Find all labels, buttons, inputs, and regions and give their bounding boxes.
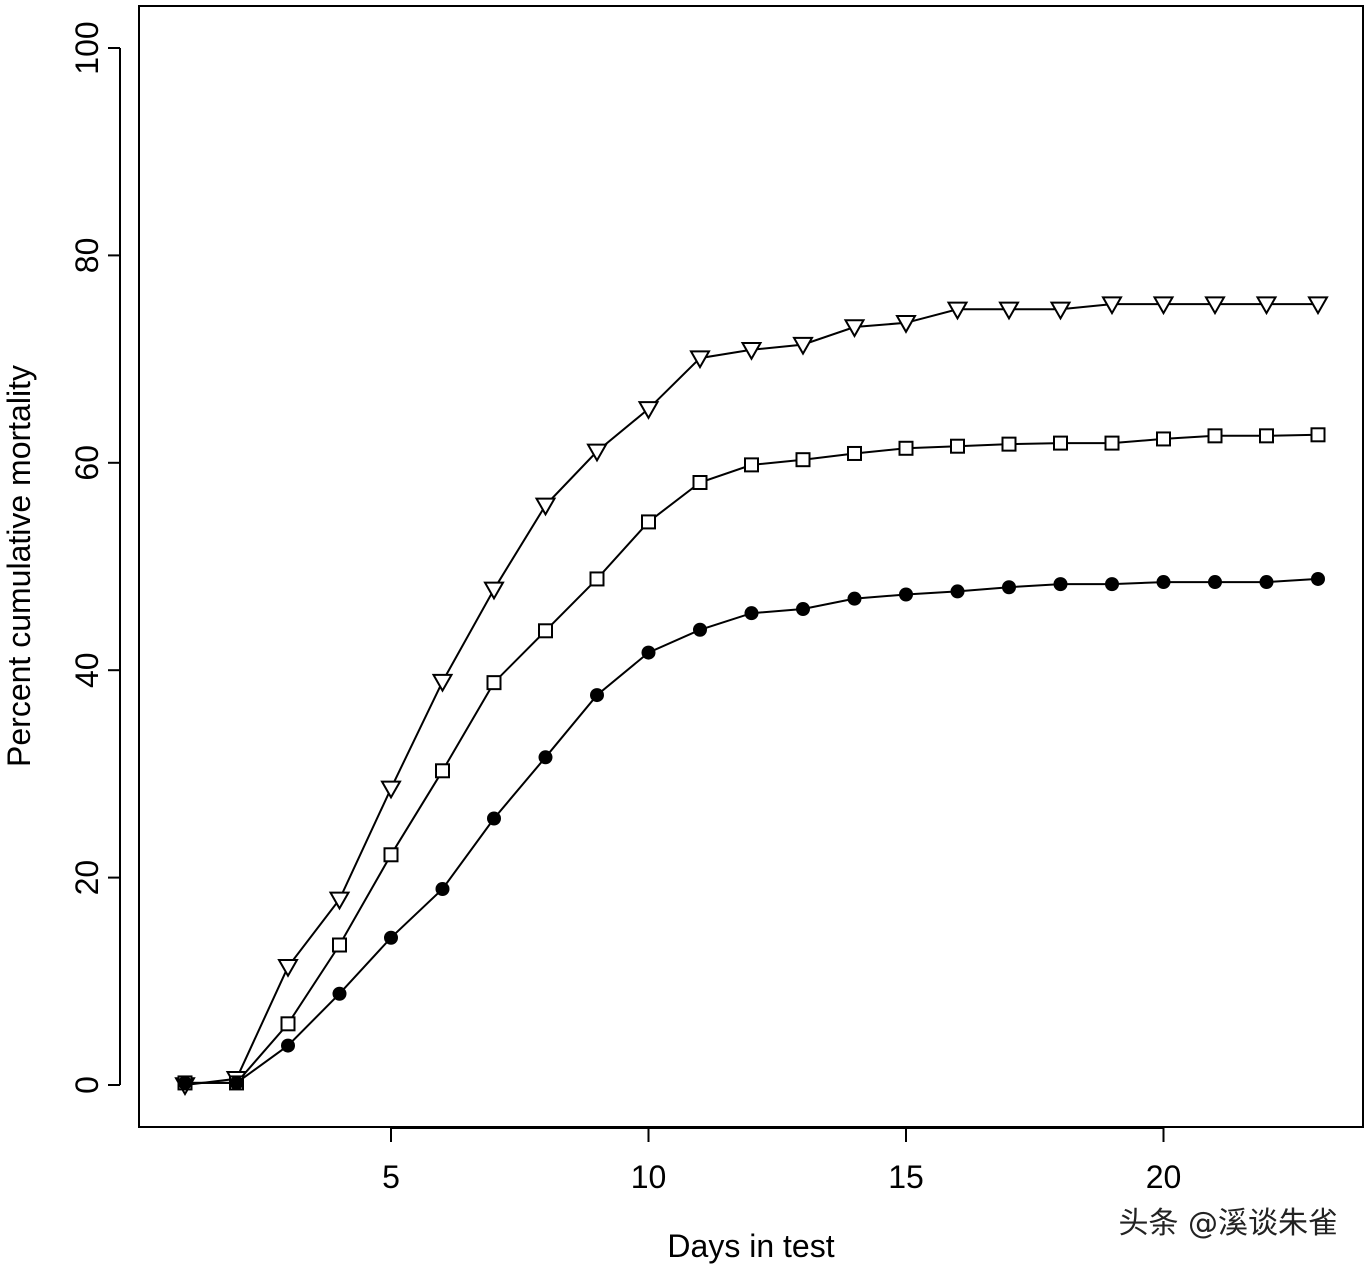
data-point-circle-filled <box>281 1038 295 1053</box>
data-point-square-open <box>1259 428 1274 444</box>
data-point-square-open <box>589 571 605 587</box>
series-line-triangle-down-open <box>184 303 1318 1086</box>
data-point-triangle-down-open <box>534 497 557 517</box>
data-point-square-open <box>898 440 914 456</box>
data-point-square-open <box>332 937 347 953</box>
data-point-square-open <box>1053 435 1068 451</box>
y-tick-label: 80 <box>69 238 105 274</box>
data-point-circle-filled <box>1053 577 1068 592</box>
data-point-triangle-down-open <box>946 301 969 321</box>
data-point-triangle-down-open <box>1152 296 1175 316</box>
data-point-circle-filled <box>178 1075 192 1090</box>
x-tick-label: 20 <box>1146 1159 1182 1195</box>
data-point-circle-filled <box>693 622 707 637</box>
data-point-square-open <box>435 763 450 779</box>
series-triangle-down-open <box>174 296 1329 1097</box>
series-layer <box>174 296 1329 1097</box>
data-point-triangle-down-open <box>586 443 608 463</box>
data-point-triangle-down-open <box>1307 296 1329 316</box>
data-point-triangle-down-open <box>431 673 454 693</box>
data-point-triangle-down-open <box>277 959 299 978</box>
y-tick-label: 60 <box>69 445 105 481</box>
data-point-circle-filled <box>1156 575 1171 590</box>
data-point-circle-filled <box>899 587 913 602</box>
data-point-circle-filled <box>847 591 862 606</box>
data-point-circle-filled <box>950 584 965 599</box>
data-point-circle-filled <box>1105 577 1119 592</box>
x-tick-label: 5 <box>382 1159 400 1195</box>
y-tick-label: 40 <box>69 652 105 688</box>
data-point-square-open <box>1207 428 1223 444</box>
data-point-triangle-down-open <box>380 780 402 800</box>
data-point-square-open <box>847 445 862 461</box>
data-point-square-open <box>538 623 553 639</box>
data-point-triangle-down-open <box>740 342 763 361</box>
data-point-square-open <box>950 438 965 454</box>
data-point-circle-filled <box>1259 575 1274 590</box>
plot-frame <box>138 5 1364 1128</box>
data-point-square-open <box>641 514 656 530</box>
x-tick-label: 10 <box>631 1159 667 1195</box>
x-axis-title: Days in test <box>667 1228 834 1264</box>
data-point-triangle-down-open <box>689 350 711 370</box>
data-point-circle-filled <box>796 602 810 617</box>
y-axis: 0 20 40 60 80 100 <box>69 21 121 1094</box>
data-point-circle-filled <box>1002 580 1016 595</box>
series-square-open <box>177 427 1326 1091</box>
data-point-square-open <box>1310 427 1326 443</box>
data-point-triangle-down-open <box>792 336 814 356</box>
data-point-square-open <box>744 457 759 473</box>
y-tick-label: 20 <box>69 860 105 896</box>
data-point-triangle-down-open <box>1255 296 1278 316</box>
data-point-square-open <box>1001 436 1017 452</box>
data-point-circle-filled <box>641 645 656 660</box>
y-axis-title: Percent cumulative mortality <box>1 365 37 767</box>
data-point-square-open <box>280 1016 296 1032</box>
data-point-triangle-down-open <box>1049 301 1072 321</box>
series-line-square-open <box>185 433 1319 1084</box>
series-circle-filled <box>178 571 1325 1090</box>
x-tick-label: 15 <box>888 1159 924 1195</box>
data-point-square-open <box>795 452 811 468</box>
data-point-triangle-down-open <box>895 315 917 334</box>
data-point-square-open <box>383 847 399 863</box>
data-point-triangle-down-open <box>998 301 1020 321</box>
data-point-circle-filled <box>435 882 450 897</box>
data-point-square-open <box>692 475 708 491</box>
data-point-triangle-down-open <box>328 891 351 911</box>
watermark-text: 头条 @溪谈朱雀 <box>1118 1206 1338 1241</box>
data-point-circle-filled <box>384 930 398 945</box>
y-tick-label: 100 <box>69 21 105 74</box>
data-point-triangle-down-open <box>1204 296 1226 316</box>
data-point-square-open <box>1104 435 1120 451</box>
data-point-circle-filled <box>229 1075 244 1090</box>
data-point-circle-filled <box>744 606 759 621</box>
data-point-circle-filled <box>332 986 347 1001</box>
data-point-triangle-down-open <box>637 401 660 420</box>
data-point-triangle-down-open <box>1101 296 1123 316</box>
data-point-circle-filled <box>1208 575 1222 590</box>
data-point-triangle-down-open <box>843 319 866 338</box>
series-line-circle-filled <box>185 577 1319 1084</box>
data-point-square-open <box>486 675 502 691</box>
data-point-circle-filled <box>590 688 604 703</box>
data-point-triangle-down-open <box>483 581 505 601</box>
data-point-circle-filled <box>487 811 501 826</box>
data-point-circle-filled <box>538 750 553 765</box>
data-point-circle-filled <box>1311 571 1325 586</box>
y-tick-label: 0 <box>69 1076 105 1094</box>
x-axis: 5 10 15 20 <box>382 1127 1182 1195</box>
data-point-square-open <box>1156 431 1171 447</box>
